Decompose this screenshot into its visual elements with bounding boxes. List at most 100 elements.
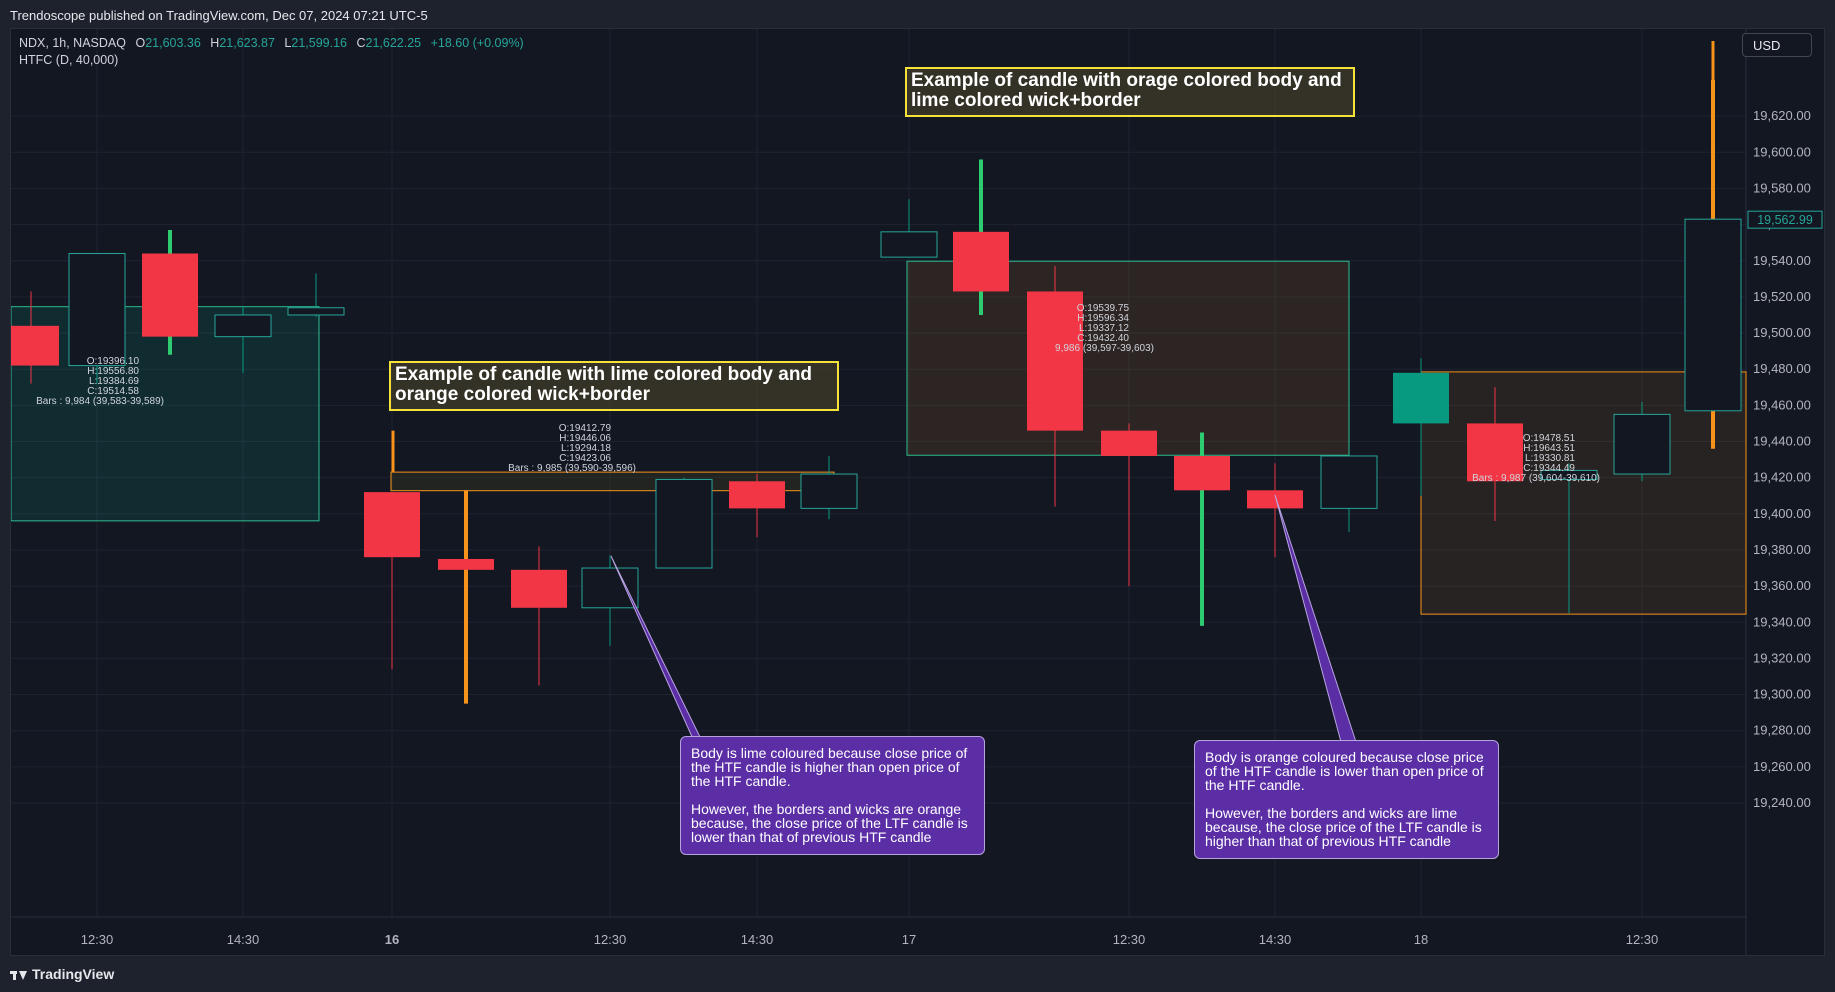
candle-body[interactable] — [1613, 413, 1671, 475]
open-value: 21,603.36 — [145, 36, 201, 50]
htf-info-label: L:19384.69 — [89, 376, 139, 387]
candle-body[interactable] — [1393, 372, 1449, 424]
candle-body[interactable] — [1467, 423, 1523, 482]
symbol-legend: NDX, 1h, NASDAQ O21,603.36 H21,623.87 L2… — [19, 35, 524, 69]
candle-body[interactable] — [1320, 455, 1378, 509]
candle-body[interactable] — [581, 567, 639, 609]
htf-info-label: C:19423.06 — [559, 453, 611, 464]
close-value: 21,622.25 — [365, 36, 422, 50]
htf-info-label: H:19596.34 — [1077, 313, 1129, 324]
candle-body[interactable] — [655, 478, 713, 569]
htf-info-label: Bars : 9,985 (39,590-39,596) — [508, 463, 636, 474]
y-axis-tick-label: 19,280.00 — [1753, 723, 1811, 738]
htf-info-label: O:19396.10 — [87, 356, 140, 367]
candle-body[interactable] — [800, 473, 858, 509]
y-axis-tick-label: 19,580.00 — [1753, 180, 1811, 195]
htf-candle-box[interactable] — [1420, 371, 1747, 615]
y-axis-tick-label: 19,360.00 — [1753, 578, 1811, 593]
y-axis-tick-label: 19,600.00 — [1753, 144, 1811, 159]
htf-info-label: O:19539.75 — [1077, 303, 1130, 314]
htf-info-label: H:19643.51 — [1523, 443, 1575, 454]
candle-body[interactable] — [214, 314, 272, 338]
annotation-mid-left: Example of candle with lime colored body… — [389, 361, 839, 411]
low-value: 21,599.16 — [291, 36, 347, 50]
candle-body[interactable] — [1684, 218, 1742, 412]
x-axis-tick-label: 18 — [1414, 932, 1428, 947]
tradingview-logo-icon — [10, 970, 28, 981]
annotation-top-right: Example of candle with orage colored bod… — [905, 67, 1355, 117]
htf-info-label: C:19432.40 — [1077, 333, 1129, 344]
callout-left: Body is lime coloured because close pric… — [680, 736, 985, 855]
candle-body[interactable] — [880, 231, 938, 258]
x-axis-tick-label: 14:30 — [227, 932, 260, 947]
chart-pane[interactable]: 19,240.00 19,260.00 19,280.00 19,300.00 19,3… — [10, 28, 1825, 956]
candle-body[interactable] — [1247, 490, 1303, 509]
last-price-label: 19,562.99 — [1757, 213, 1813, 227]
y-axis-tick-label: 19,420.00 — [1753, 470, 1811, 485]
candle-body[interactable] — [11, 325, 59, 366]
candle-body[interactable] — [142, 253, 198, 337]
htf-candle-box[interactable] — [11, 306, 320, 522]
htf-info-label: O:19412.79 — [559, 423, 612, 434]
y-axis-tick-label: 19,500.00 — [1753, 325, 1811, 340]
callout-right: Body is orange coloured because close pr… — [1194, 740, 1499, 859]
y-axis-tick-label: 19,380.00 — [1753, 542, 1811, 557]
candle-body[interactable] — [438, 558, 494, 570]
x-axis-tick-label: 17 — [902, 932, 916, 947]
candle-body[interactable] — [287, 307, 345, 316]
candle-body[interactable] — [953, 231, 1009, 292]
y-axis-tick-label: 19,620.00 — [1753, 108, 1811, 123]
y-axis-tick-label: 19,480.00 — [1753, 361, 1811, 376]
candle-body[interactable] — [511, 569, 567, 608]
candle-body[interactable] — [1027, 291, 1083, 431]
htf-info-label: C:19514.58 — [87, 386, 139, 397]
change-value: +18.60 (+0.09%) — [430, 36, 524, 50]
y-axis-tick-label: 19,540.00 — [1753, 253, 1811, 268]
low-label: L — [284, 36, 292, 50]
y-axis-tick-label: 19,440.00 — [1753, 434, 1811, 449]
callout-left-paragraph-1: Body is lime coloured because close pric… — [691, 745, 968, 789]
htf-info-label: L:19330.81 — [1525, 453, 1575, 464]
x-axis-tick-label: 12:30 — [81, 932, 114, 947]
candle-body[interactable] — [364, 492, 420, 558]
htf-info-label: L:19337.12 — [1079, 323, 1129, 334]
x-axis-tick-label: 14:30 — [741, 932, 774, 947]
y-axis-tick-label: 19,520.00 — [1753, 289, 1811, 304]
currency-button[interactable]: USD — [1742, 33, 1812, 57]
x-axis-tick-label: 12:30 — [1626, 932, 1659, 947]
candle-body[interactable] — [1540, 469, 1598, 480]
htf-info-label: Bars : 9,987 (39,604-39,610) — [1472, 473, 1600, 484]
top-bar: Trendoscope published on TradingView.com… — [0, 0, 1835, 28]
y-axis-tick-label: 19,240.00 — [1753, 795, 1811, 810]
x-axis-tick-label: 12:30 — [594, 932, 627, 947]
callout-right-paragraph-1: Body is orange coloured because close pr… — [1205, 749, 1484, 793]
y-axis-tick-label: 19,460.00 — [1753, 397, 1811, 412]
x-axis-tick-label: 12:30 — [1113, 932, 1146, 947]
htf-info-label: Bars : 9,984 (39,583-39,589) — [36, 396, 164, 407]
htf-info-label: C:19344.49 — [1523, 463, 1575, 474]
candle-body[interactable] — [729, 481, 785, 509]
htf-info-label: O:19478.51 — [1523, 433, 1576, 444]
close-label: C — [356, 36, 366, 50]
y-axis-tick-label: 19,300.00 — [1753, 687, 1811, 702]
candle-body[interactable] — [68, 253, 126, 367]
high-label: H — [210, 36, 220, 50]
indicator-label[interactable]: HTFC (D, 40,000) — [19, 53, 119, 67]
publisher-line: Trendoscope published on TradingView.com… — [10, 8, 428, 23]
callout-right-paragraph-2: However, the borders and wicks are lime … — [1205, 805, 1482, 849]
candle-body[interactable] — [1174, 455, 1230, 491]
brand-name: TradingView — [32, 966, 115, 982]
symbol-info[interactable]: NDX, 1h, NASDAQ — [19, 36, 126, 50]
x-axis-tick-label: 16 — [385, 932, 399, 947]
open-label: O — [135, 36, 146, 50]
y-axis-tick-label: 19,260.00 — [1753, 759, 1811, 774]
tradingview-logo[interactable]: TradingView — [10, 966, 114, 982]
candle-body[interactable] — [1101, 430, 1157, 456]
callout-left-paragraph-2: However, the borders and wicks are orang… — [691, 801, 968, 845]
htf-info-label: H:19556.80 — [87, 366, 139, 377]
htf-info-label: L:19294.18 — [561, 443, 611, 454]
high-value: 21,623.87 — [219, 36, 275, 50]
x-axis-tick-label: 14:30 — [1259, 932, 1292, 947]
htf-info-label: 9,986 (39,597-39,603) — [1055, 343, 1154, 354]
y-axis-tick-label: 19,400.00 — [1753, 506, 1811, 521]
